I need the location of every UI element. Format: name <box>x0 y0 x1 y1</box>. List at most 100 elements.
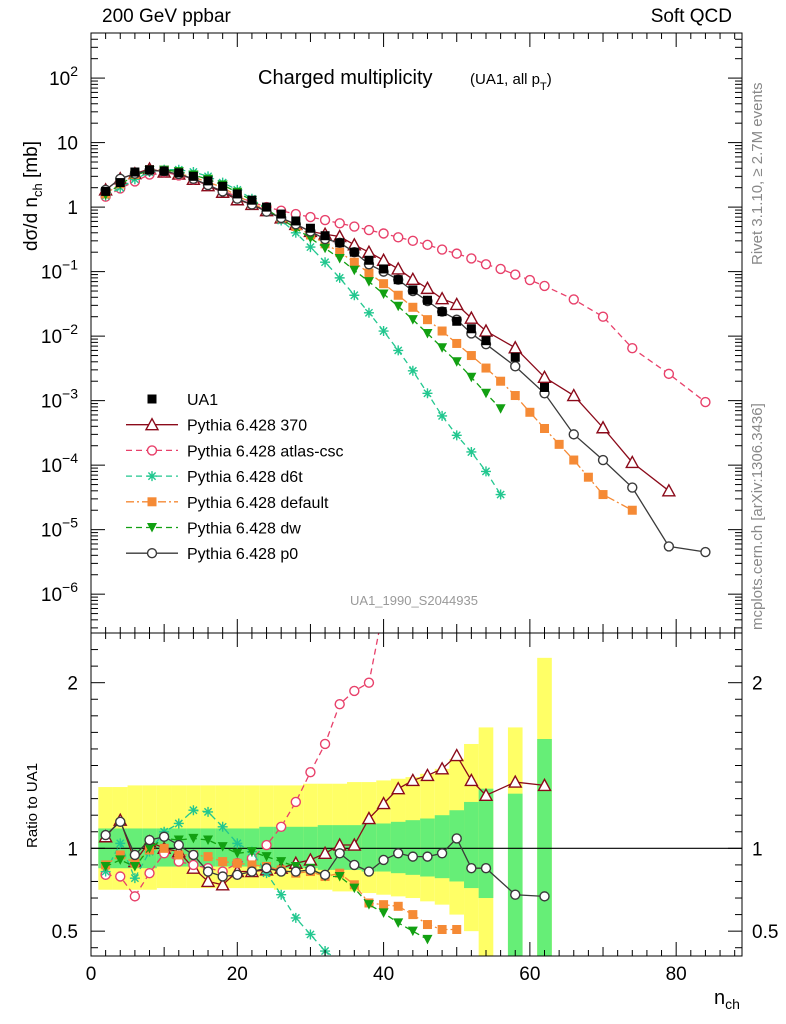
x-tick-label: 80 <box>666 964 687 985</box>
ratio-tick-label-left: 0.5 <box>52 922 78 943</box>
data-point <box>627 342 638 354</box>
data-point <box>305 223 315 233</box>
ratio-point <box>349 685 360 697</box>
ratio-point <box>129 849 141 861</box>
y-tick-label: 10−2 <box>41 321 78 348</box>
ratio-point <box>436 848 448 859</box>
data-point <box>627 505 637 515</box>
ratio-point <box>537 777 552 792</box>
series-pythia-6-428-dw <box>100 165 506 414</box>
upper-panel-frame <box>90 32 743 634</box>
ratio-point <box>420 767 435 782</box>
ratio-point <box>305 929 316 940</box>
data-point <box>481 363 491 373</box>
ratio-point <box>217 821 228 832</box>
upper-panel-series <box>98 161 711 558</box>
chart-title: Charged multiplicity <box>258 67 433 89</box>
series-pythia-6-428-370 <box>98 161 677 497</box>
data-point <box>364 255 374 265</box>
data-point <box>510 269 521 280</box>
data-point <box>437 410 448 421</box>
data-point <box>334 272 345 283</box>
data-point <box>466 446 477 457</box>
data-point <box>495 489 506 500</box>
ratio-point <box>261 852 272 862</box>
x-tick-label: 60 <box>519 964 540 985</box>
ratio-tick-label-left: 1 <box>67 839 78 860</box>
data-point <box>405 271 421 286</box>
ratio-point <box>100 829 111 841</box>
ratio-point <box>361 811 377 825</box>
ratio-point <box>276 857 287 867</box>
ratio-point <box>173 818 184 829</box>
data-point <box>452 316 462 326</box>
data-point <box>379 279 389 289</box>
ratio-point <box>422 920 432 930</box>
legend-label: UA1 <box>187 392 218 409</box>
ratio-point <box>203 835 214 846</box>
upper-y-axis-label: dσ/d nch [mb] <box>21 141 45 251</box>
ratio-point <box>338 955 341 956</box>
ratio-point <box>144 867 155 879</box>
data-point <box>203 176 213 186</box>
rivet-version-label: Rivet 3.1.10, ≥ 2.7M events <box>749 83 766 266</box>
ratio-point <box>247 860 257 870</box>
ratio-point <box>232 838 243 849</box>
data-point <box>508 340 523 354</box>
data-point <box>478 323 494 337</box>
ratio-point <box>305 864 316 876</box>
legend-marker <box>144 417 160 431</box>
inner-band-bin <box>288 826 304 869</box>
data-point <box>495 263 506 275</box>
data-point <box>363 307 374 318</box>
data-point <box>451 248 462 259</box>
x-tick-label: 40 <box>373 964 394 985</box>
data-point <box>451 357 462 367</box>
uncertainty-bands <box>98 657 552 956</box>
data-point <box>481 336 491 346</box>
ratio-point <box>379 900 389 910</box>
series-line <box>105 169 502 495</box>
data-point <box>349 247 359 257</box>
ratio-point <box>246 847 257 857</box>
ratio-point <box>115 850 125 860</box>
ratio-point <box>188 859 199 871</box>
data-point <box>480 259 492 270</box>
ratio-point <box>317 845 333 860</box>
ratio-point <box>232 858 242 868</box>
inner-band-bin <box>537 739 552 956</box>
ratio-point <box>202 866 214 877</box>
ratio-point <box>452 924 462 934</box>
axis-ticks <box>90 32 742 956</box>
ratio-point <box>319 869 331 881</box>
header-right-label: Soft QCD <box>650 6 732 27</box>
ratio-point <box>539 891 550 902</box>
data-point <box>393 290 403 300</box>
y-tick-label: 10−3 <box>41 386 78 413</box>
ratio-point <box>174 850 184 860</box>
ratio-point <box>129 862 140 872</box>
inner-band-bin <box>420 818 435 877</box>
ratio-point <box>422 934 433 945</box>
data-point <box>566 388 581 402</box>
data-point <box>436 244 448 255</box>
data-point <box>466 253 477 264</box>
series-ua1 <box>101 165 550 392</box>
data-point <box>393 301 404 312</box>
data-point <box>700 396 711 408</box>
chart-subtitle: (UA1, all pT) <box>470 71 552 93</box>
data-point <box>510 361 521 372</box>
ratio-point <box>188 805 199 816</box>
legend-entry-pythia-6-428-370: Pythia 6.428 370 <box>126 417 307 435</box>
ratio-point <box>363 900 374 910</box>
ratio-point <box>464 772 479 787</box>
data-point <box>554 439 564 449</box>
ratio-point <box>203 806 214 817</box>
axis-tick-labels: 0 20 40 60 80 10−6 10−5 10−4 10−3 10−2 10−1 1 10 102 0… <box>41 63 779 985</box>
legend-label: Pythia 6.428 dw <box>187 521 301 538</box>
ratio-point <box>173 839 184 851</box>
ratio-point <box>466 863 477 874</box>
data-point <box>349 257 359 267</box>
data-point <box>349 290 360 301</box>
ratio-point <box>319 738 331 750</box>
